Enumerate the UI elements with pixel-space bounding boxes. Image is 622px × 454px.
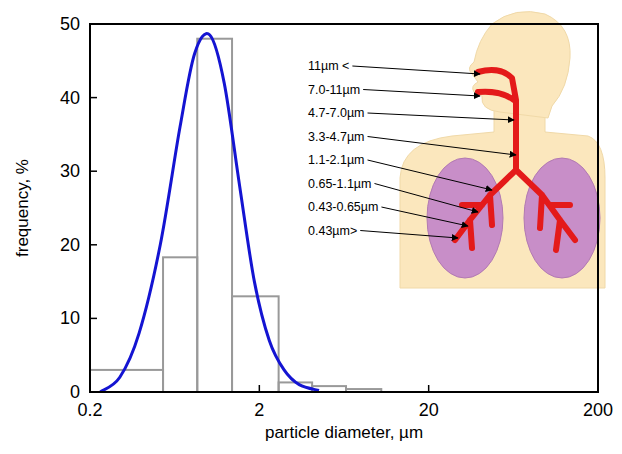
y-tick <box>90 244 97 246</box>
x-axis-title: particle diameter, µm <box>265 423 423 442</box>
annotation: 0.43µm> <box>308 224 357 238</box>
annotation: 11µm < <box>308 59 349 73</box>
fit-curve <box>100 34 319 392</box>
x-tick <box>597 385 599 392</box>
chart: 11µm < 7.0-11µm 4.7-7.0µm 3.3-4.7µm 1.1-2.1µ… <box>0 0 622 454</box>
y-tick-label: 10 <box>60 308 80 328</box>
annotation-arrow <box>368 137 516 156</box>
y-tick <box>90 318 97 320</box>
y-tick <box>90 170 97 172</box>
x-tick <box>89 385 91 392</box>
annotation: 0.65-1.1µm <box>308 177 371 191</box>
annotation: 1.1-2.1µm <box>308 153 365 167</box>
y-tick-label: 20 <box>60 235 80 255</box>
x-tick <box>428 385 430 392</box>
respiratory-diagram: 11µm < 7.0-11µm 4.7-7.0µm 3.3-4.7µm 1.1-2.1µ… <box>308 12 605 288</box>
plot-frame <box>90 24 598 392</box>
annotation: 0.43-0.65µm <box>308 200 378 214</box>
annotation-arrow <box>352 66 480 74</box>
x-tick <box>259 385 261 392</box>
x-tick-label: 0.2 <box>77 400 102 420</box>
airway <box>455 70 575 250</box>
annotation: 7.0-11µm <box>308 83 360 97</box>
y-tick-label: 50 <box>60 14 80 34</box>
head <box>469 12 570 118</box>
annotation-arrow <box>368 160 492 190</box>
histogram-bar <box>90 370 163 392</box>
y-tick-label: 0 <box>70 382 80 402</box>
y-tick-label: 30 <box>60 161 80 181</box>
y-tick <box>90 97 97 99</box>
plot-area <box>90 34 381 392</box>
annotation-arrow <box>363 90 480 97</box>
annotation-arrow <box>368 113 514 120</box>
annotation-arrow <box>360 231 458 239</box>
x-tick-label: 20 <box>419 400 439 420</box>
x-tick-label: 200 <box>583 400 613 420</box>
y-axis-title: frequency, % <box>13 159 32 257</box>
y-tick <box>90 23 97 25</box>
annotation-arrow <box>381 207 468 226</box>
annotation: 4.7-7.0µm <box>308 106 365 120</box>
annotation: 3.3-4.7µm <box>308 130 365 144</box>
torso <box>400 98 605 288</box>
x-tick-label: 2 <box>254 400 264 420</box>
y-tick <box>90 391 97 393</box>
y-tick-label: 40 <box>60 88 80 108</box>
annotation-arrow <box>374 184 478 213</box>
histogram-bar <box>163 257 197 392</box>
